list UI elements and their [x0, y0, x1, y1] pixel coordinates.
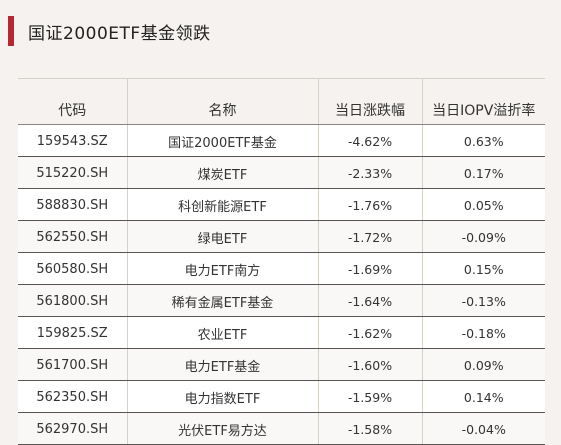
page-title: 国证2000ETF基金领跌: [28, 23, 211, 44]
cell-premium: -0.09%: [421, 220, 545, 253]
cell-premium: 0.15%: [421, 252, 545, 285]
cell-change: -1.69%: [317, 252, 422, 285]
table-row: 560580.SH 电力ETF南方 -1.69% 0.15%: [18, 252, 545, 285]
cell-premium: 0.17%: [421, 156, 545, 189]
table-row: 561800.SH 稀有金属ETF基金 -1.64% -0.13%: [18, 284, 545, 317]
etf-table: 代码 名称 当日涨跌幅 当日IOPV溢折率 159543.SZ 国证2000ET…: [18, 78, 545, 445]
cell-name: 电力ETF基金: [126, 348, 318, 381]
cell-change: -2.33%: [317, 156, 422, 189]
table-row: 159543.SZ 国证2000ETF基金 -4.62% 0.63%: [18, 124, 545, 157]
cell-premium: -0.04%: [421, 412, 545, 445]
cell-premium: 0.05%: [421, 188, 545, 221]
cell-code: 561800.SH: [18, 284, 127, 317]
table-header-row: 代码 名称 当日涨跌幅 当日IOPV溢折率: [18, 78, 545, 125]
cell-name: 煤炭ETF: [126, 156, 318, 189]
cell-change: -1.64%: [317, 284, 422, 317]
cell-name: 科创新能源ETF: [126, 188, 318, 221]
cell-premium: 0.09%: [421, 348, 545, 381]
cell-code: 562970.SH: [18, 412, 127, 445]
cell-change: -4.62%: [317, 124, 422, 157]
cell-name: 电力指数ETF: [126, 380, 318, 413]
header-name: 名称: [126, 78, 318, 125]
cell-code: 560580.SH: [18, 252, 127, 285]
cell-code: 562550.SH: [18, 220, 127, 253]
cell-code: 588830.SH: [18, 188, 127, 221]
table-row: 562350.SH 电力指数ETF -1.59% 0.14%: [18, 380, 545, 413]
header-change: 当日涨跌幅: [317, 78, 422, 125]
etf-table-container: 代码 名称 当日涨跌幅 当日IOPV溢折率 159543.SZ 国证2000ET…: [18, 78, 545, 445]
table-row: 159825.SZ 农业ETF -1.62% -0.18%: [18, 316, 545, 349]
cell-premium: 0.14%: [421, 380, 545, 413]
cell-code: 515220.SH: [18, 156, 127, 189]
cell-code: 561700.SH: [18, 348, 127, 381]
cell-name: 稀有金属ETF基金: [126, 284, 318, 317]
cell-code: 159543.SZ: [18, 124, 127, 157]
cell-change: -1.76%: [317, 188, 422, 221]
header-premium: 当日IOPV溢折率: [421, 78, 545, 125]
table-row: 515220.SH 煤炭ETF -2.33% 0.17%: [18, 156, 545, 189]
table-row: 562550.SH 绿电ETF -1.72% -0.09%: [18, 220, 545, 253]
cell-change: -1.58%: [317, 412, 422, 445]
cell-name: 光伏ETF易方达: [126, 412, 318, 445]
title-accent-bar: [8, 16, 14, 46]
cell-name: 电力ETF南方: [126, 252, 318, 285]
cell-change: -1.59%: [317, 380, 422, 413]
cell-change: -1.72%: [317, 220, 422, 253]
cell-change: -1.60%: [317, 348, 422, 381]
table-row: 588830.SH 科创新能源ETF -1.76% 0.05%: [18, 188, 545, 221]
table-row: 561700.SH 电力ETF基金 -1.60% 0.09%: [18, 348, 545, 381]
cell-premium: -0.13%: [421, 284, 545, 317]
cell-name: 国证2000ETF基金: [126, 124, 318, 157]
cell-name: 农业ETF: [126, 316, 318, 349]
cell-change: -1.62%: [317, 316, 422, 349]
cell-premium: -0.18%: [421, 316, 545, 349]
cell-name: 绿电ETF: [126, 220, 318, 253]
table-row: 562970.SH 光伏ETF易方达 -1.58% -0.04%: [18, 412, 545, 445]
cell-premium: 0.63%: [421, 124, 545, 157]
title-bar: 国证2000ETF基金领跌: [8, 16, 211, 46]
cell-code: 562350.SH: [18, 380, 127, 413]
header-code: 代码: [18, 78, 127, 125]
cell-code: 159825.SZ: [18, 316, 127, 349]
